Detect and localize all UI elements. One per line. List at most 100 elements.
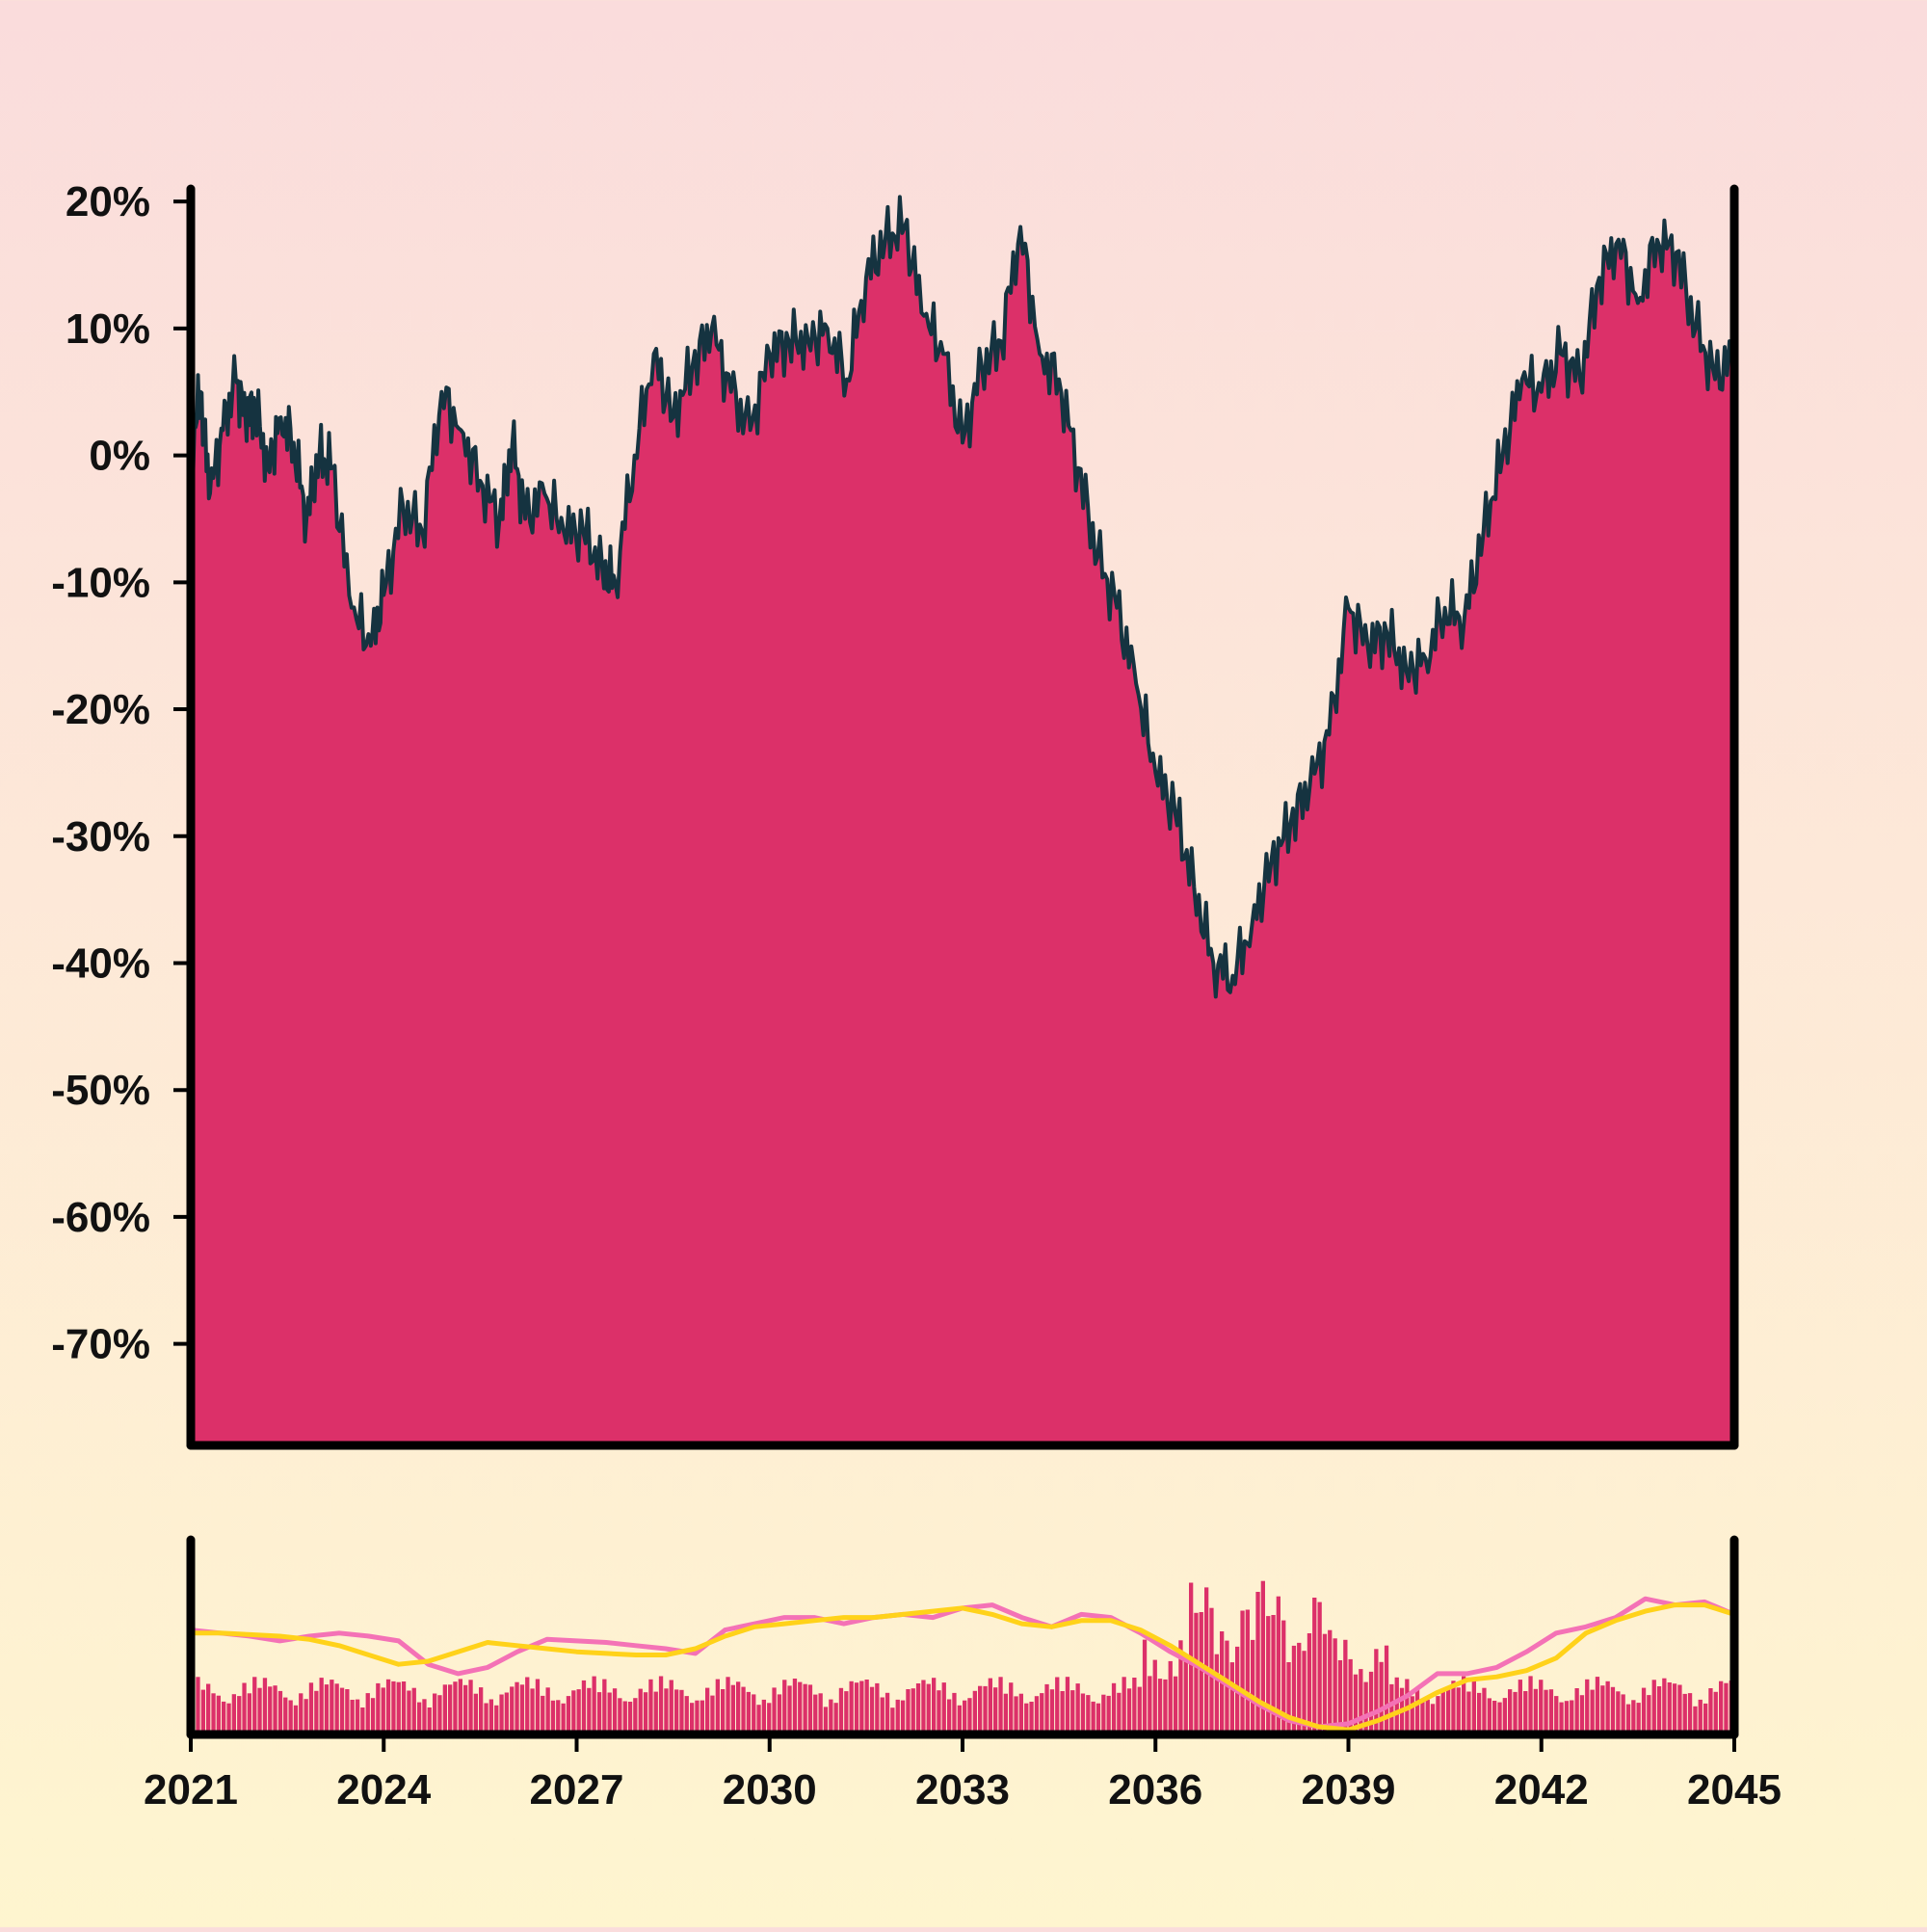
lower-bar (890, 1707, 895, 1734)
lower-bar (247, 1693, 251, 1734)
lower-bar (453, 1681, 458, 1734)
lower-panel: 2021 2024 2027 2030 2033 2036 2039 2042 2045 (144, 1535, 1782, 1813)
lower-bar (1168, 1660, 1173, 1734)
lower-bar (1518, 1680, 1522, 1734)
lower-bar (915, 1683, 921, 1734)
y-tick-label: -20% (51, 686, 150, 733)
x-tick-label: 2042 (1494, 1766, 1589, 1813)
lower-bar (638, 1688, 643, 1734)
lower-bar (1502, 1698, 1507, 1734)
lower-bar (1359, 1669, 1363, 1734)
lower-bar (1374, 1649, 1379, 1734)
lower-bar (972, 1690, 977, 1734)
lower-bar (1677, 1684, 1682, 1734)
lower-bar (721, 1689, 726, 1734)
lower-bar (571, 1690, 576, 1734)
lower-bar (1251, 1639, 1255, 1734)
lower-bar (1693, 1706, 1698, 1734)
lower-bar (211, 1693, 216, 1734)
lower-bar (844, 1691, 849, 1734)
lower-bar (433, 1693, 437, 1734)
lower-bar (679, 1689, 684, 1734)
y-tick-label: 10% (66, 305, 150, 353)
lower-bar (324, 1684, 330, 1734)
lower-bar (556, 1700, 561, 1734)
lower-bar (1163, 1679, 1168, 1734)
lower-bar (365, 1693, 370, 1734)
lower-bar (1034, 1696, 1040, 1734)
lower-bar (1719, 1681, 1724, 1734)
lower-bar (376, 1682, 381, 1734)
lower-bar (761, 1699, 766, 1734)
lower-bar (869, 1686, 875, 1734)
lower-bar (838, 1687, 844, 1734)
lower-bar (1667, 1682, 1672, 1734)
x-tick-label: 2021 (144, 1766, 238, 1813)
lower-bar (1266, 1616, 1271, 1734)
lower-bar (700, 1700, 704, 1734)
lower-bar (1178, 1640, 1183, 1734)
lower-bar (715, 1679, 720, 1734)
lower-bar (1368, 1671, 1374, 1734)
lower-bar (1585, 1679, 1590, 1734)
lower-bar (932, 1678, 937, 1734)
lower-bar (370, 1698, 376, 1734)
lower-bar (1101, 1694, 1106, 1734)
lower-bar (1152, 1659, 1157, 1734)
lower-bar (1610, 1686, 1616, 1734)
lower-bar (1656, 1686, 1662, 1734)
lower-bar (1621, 1694, 1625, 1734)
x-tick-label: 2045 (1687, 1766, 1782, 1813)
lower-bar (463, 1684, 468, 1734)
lower-bar (1040, 1693, 1044, 1734)
lower-bar (355, 1699, 360, 1734)
lower-bar (895, 1699, 900, 1734)
main-area-line (189, 195, 1736, 999)
lower-bar (880, 1697, 884, 1734)
lower-bar (587, 1687, 592, 1734)
lower-bar (1075, 1683, 1080, 1734)
lower-bar (360, 1707, 365, 1734)
lower-bar (1394, 1677, 1399, 1734)
lower-bar (602, 1679, 607, 1734)
lower-bar (813, 1694, 818, 1734)
lower-bar (334, 1683, 339, 1734)
lower-bar (1065, 1677, 1070, 1734)
lower-bar (257, 1687, 262, 1734)
lower-bar (308, 1682, 314, 1734)
lower-bar (330, 1680, 334, 1734)
lower-bar (422, 1699, 427, 1734)
lower-bar (484, 1703, 488, 1734)
lower-bar (1173, 1676, 1178, 1734)
lower-bar (1523, 1691, 1528, 1734)
lower-bar (1009, 1682, 1014, 1734)
lower-bar (268, 1686, 273, 1734)
lower-bar (1255, 1592, 1260, 1734)
lower-bar (849, 1681, 854, 1734)
y-tick-label: -10% (51, 559, 150, 606)
lower-bar (1595, 1677, 1600, 1734)
lower-bar (1590, 1689, 1595, 1734)
lower-bar (1513, 1691, 1518, 1734)
lower-bar (1389, 1683, 1394, 1734)
y-tick-label: -50% (51, 1067, 150, 1114)
lower-bar (1662, 1678, 1667, 1734)
lower-bar (1080, 1693, 1086, 1734)
lower-bar (875, 1682, 880, 1734)
lower-bar (1508, 1689, 1513, 1734)
lower-bar (911, 1688, 915, 1734)
lower-bar (777, 1694, 782, 1734)
lower-bar (1451, 1681, 1456, 1734)
lower-bar (1440, 1690, 1445, 1734)
lower-bar (1070, 1690, 1075, 1734)
lower-bar (957, 1705, 962, 1734)
lower-bar (756, 1705, 761, 1734)
lower-bar (633, 1698, 638, 1734)
lower-bar (772, 1687, 777, 1734)
lower-bar (1291, 1645, 1297, 1734)
lower-bar (206, 1683, 211, 1734)
lower-bar (216, 1695, 221, 1734)
lower-bar (468, 1680, 473, 1734)
y-axis-ticks: 20% 10% 0% -10% -20% -30% -40% -50% -60% -70% (51, 178, 191, 1368)
